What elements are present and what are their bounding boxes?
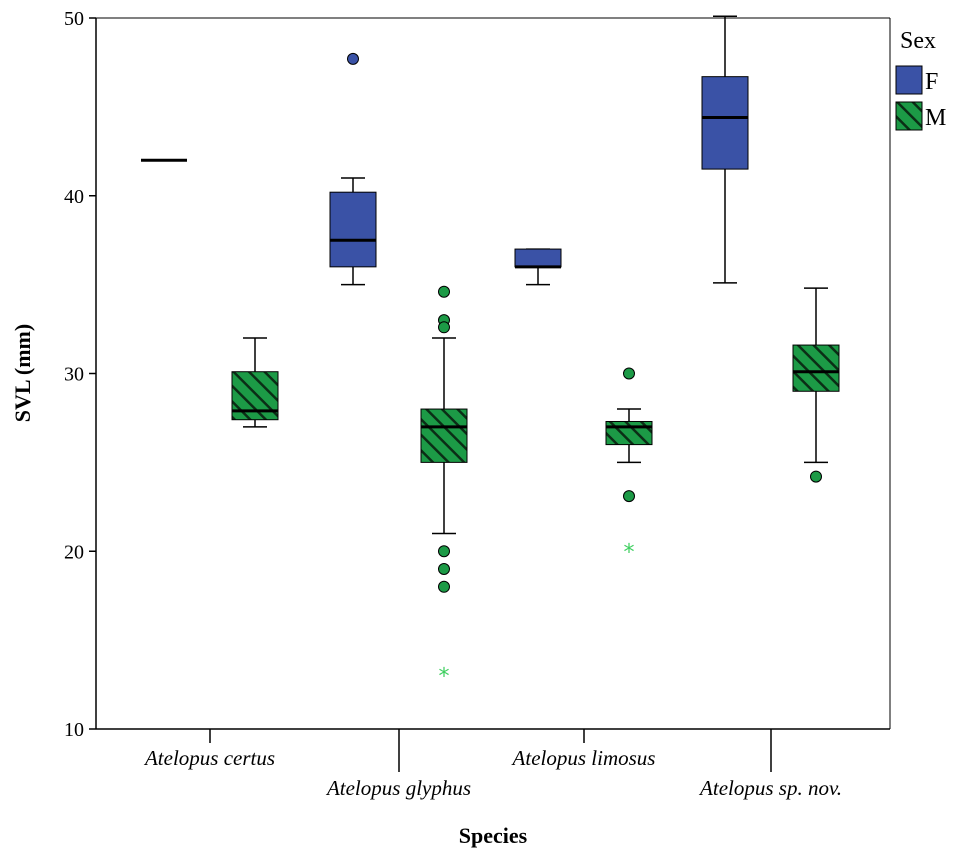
box-iqr [420, 408, 468, 463]
legend-title: Sex [900, 28, 936, 54]
x-axis-ticks: Atelopus certus Atelopus glyphus Atelopus … [143, 729, 842, 800]
x-tick-label: Atelopus certus [143, 746, 275, 770]
box-M-0 [231, 337, 279, 428]
outlier-point [623, 367, 635, 380]
y-tick-label: 50 [64, 8, 84, 30]
x-tick-label: Atelopus glyphus [325, 776, 471, 800]
y-axis-ticks: 10 20 30 40 50 [64, 8, 96, 741]
legend-label-F: F [925, 69, 938, 95]
box-groups: ** [141, 15, 840, 690]
extreme-point: * [439, 665, 450, 690]
legend: Sex FM [895, 28, 946, 131]
outlier-point [438, 285, 450, 298]
box-F-2 [514, 248, 562, 286]
outlier-point [438, 580, 450, 593]
legend-swatch-F [895, 65, 923, 95]
y-axis-title: SVL (mm) [10, 324, 35, 422]
outlier-point [438, 321, 450, 334]
box-iqr [605, 420, 653, 446]
y-tick-label: 10 [64, 719, 84, 741]
box-iqr [231, 371, 279, 421]
outlier-point [623, 490, 635, 503]
outlier-point [438, 563, 450, 576]
box-M-1: * [420, 285, 468, 690]
box-iqr [514, 248, 562, 268]
box-M-3 [792, 287, 840, 483]
x-axis-title: Species [459, 823, 528, 848]
outlier-point [347, 52, 359, 65]
box-iqr [329, 191, 377, 268]
outlier-point [438, 545, 450, 558]
box-M-2: * [605, 367, 653, 565]
legend-label-M: M [925, 105, 946, 131]
plot-area [95, 17, 891, 730]
extreme-point: * [624, 540, 635, 565]
y-tick-label: 40 [64, 186, 84, 208]
y-tick-label: 30 [64, 364, 84, 386]
x-tick-label: Atelopus sp. nov. [698, 776, 842, 800]
box-iqr [792, 344, 840, 392]
legend-swatch-M [895, 101, 923, 131]
box-F-3 [701, 15, 749, 284]
x-tick-label: Atelopus limosus [511, 746, 656, 770]
outlier-point [810, 470, 822, 483]
box-F-1 [329, 52, 377, 286]
y-tick-label: 20 [64, 541, 84, 563]
box-iqr [701, 76, 749, 170]
